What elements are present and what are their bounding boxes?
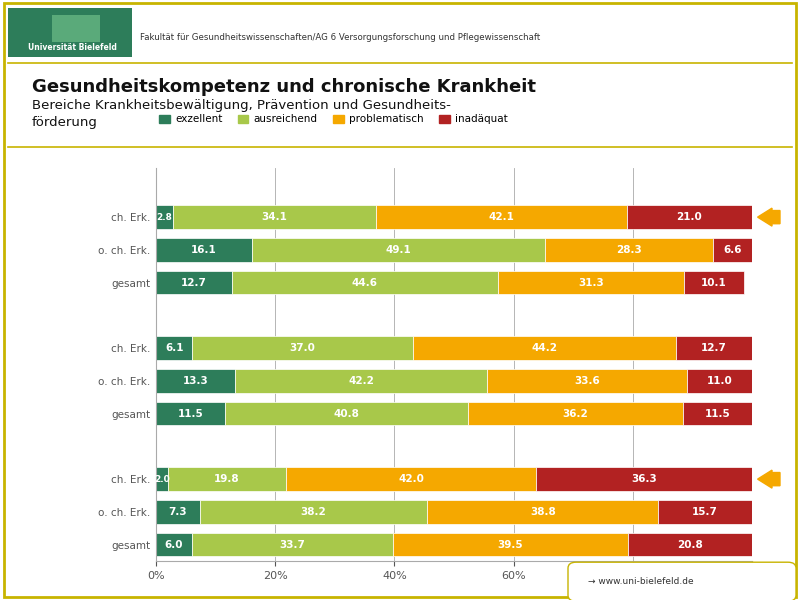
Text: 7.3: 7.3 <box>169 507 187 517</box>
Bar <box>427 500 658 524</box>
Text: 19.8: 19.8 <box>214 474 240 484</box>
Bar <box>173 205 376 229</box>
Text: 36.3: 36.3 <box>631 474 658 484</box>
Bar <box>628 533 752 556</box>
Text: 10.1: 10.1 <box>702 278 727 287</box>
Bar <box>545 238 714 262</box>
Text: 2.0: 2.0 <box>154 475 170 484</box>
Text: Fakultät für Gesundheitswissenschaften/AG 6 Versorgungsforschung und Pflegewisse: Fakultät für Gesundheitswissenschaften/A… <box>140 32 540 42</box>
Text: 2.8: 2.8 <box>157 212 172 221</box>
Text: 6.0: 6.0 <box>165 539 183 550</box>
Bar <box>687 369 753 392</box>
Bar <box>199 500 427 524</box>
Bar <box>676 337 752 360</box>
Bar <box>192 533 393 556</box>
Text: 20.8: 20.8 <box>677 539 703 550</box>
Text: 34.1: 34.1 <box>262 212 287 222</box>
Bar <box>156 369 235 392</box>
Text: 39.5: 39.5 <box>498 539 523 550</box>
Text: Universität Bielefeld: Universität Bielefeld <box>28 43 117 52</box>
Text: 38.8: 38.8 <box>530 507 556 517</box>
Bar <box>376 205 627 229</box>
Text: 12.7: 12.7 <box>702 343 727 353</box>
Text: → www.uni-bielefeld.de: → www.uni-bielefeld.de <box>588 577 694 587</box>
Text: 12.7: 12.7 <box>181 278 206 287</box>
Text: 16.1: 16.1 <box>191 245 217 255</box>
Bar <box>658 500 752 524</box>
Bar <box>235 369 486 392</box>
Legend: exzellent, ausreichend, problematisch, inadäquat: exzellent, ausreichend, problematisch, i… <box>155 110 512 128</box>
Bar <box>286 467 536 491</box>
Text: 6.1: 6.1 <box>165 343 183 353</box>
Bar <box>156 205 173 229</box>
Bar <box>413 337 676 360</box>
Text: 36.2: 36.2 <box>562 409 589 419</box>
Bar <box>684 271 744 295</box>
Text: 38.2: 38.2 <box>301 507 326 517</box>
Bar <box>192 337 413 360</box>
Bar <box>486 369 687 392</box>
Text: 33.7: 33.7 <box>279 539 305 550</box>
Text: 11.5: 11.5 <box>178 409 203 419</box>
Bar <box>232 271 498 295</box>
Text: 44.6: 44.6 <box>352 278 378 287</box>
Bar <box>536 467 753 491</box>
Bar <box>627 205 752 229</box>
Bar <box>156 467 168 491</box>
Text: 33.6: 33.6 <box>574 376 600 386</box>
Bar <box>225 402 468 425</box>
Bar <box>683 402 752 425</box>
Text: 42.1: 42.1 <box>489 212 514 222</box>
Bar <box>156 238 252 262</box>
Bar <box>156 337 192 360</box>
Text: Gesundheitskompetenz und chronische Krankheit: Gesundheitskompetenz und chronische Kran… <box>32 78 536 96</box>
Bar <box>156 271 232 295</box>
Text: 11.5: 11.5 <box>705 409 730 419</box>
Text: 42.2: 42.2 <box>348 376 374 386</box>
Bar <box>468 402 683 425</box>
Bar <box>168 467 286 491</box>
Text: 49.1: 49.1 <box>386 245 411 255</box>
Text: 44.2: 44.2 <box>531 343 558 353</box>
Text: 6.6: 6.6 <box>724 245 742 255</box>
Text: 37.0: 37.0 <box>290 343 315 353</box>
Bar <box>498 271 684 295</box>
Text: 40.8: 40.8 <box>333 409 359 419</box>
Text: 15.7: 15.7 <box>692 507 718 517</box>
Text: 21.0: 21.0 <box>677 212 702 222</box>
Text: Bereiche Krankheitsbewältigung, Prävention und Gesundheits-
förderung: Bereiche Krankheitsbewältigung, Präventi… <box>32 99 451 129</box>
Bar <box>393 533 628 556</box>
Bar <box>156 533 192 556</box>
Text: 11.0: 11.0 <box>707 376 733 386</box>
Text: 42.0: 42.0 <box>398 474 424 484</box>
Text: 28.3: 28.3 <box>616 245 642 255</box>
Text: 13.3: 13.3 <box>182 376 209 386</box>
Bar <box>252 238 545 262</box>
Bar <box>156 500 199 524</box>
Bar <box>156 402 225 425</box>
Text: 31.3: 31.3 <box>578 278 604 287</box>
Bar <box>714 238 753 262</box>
